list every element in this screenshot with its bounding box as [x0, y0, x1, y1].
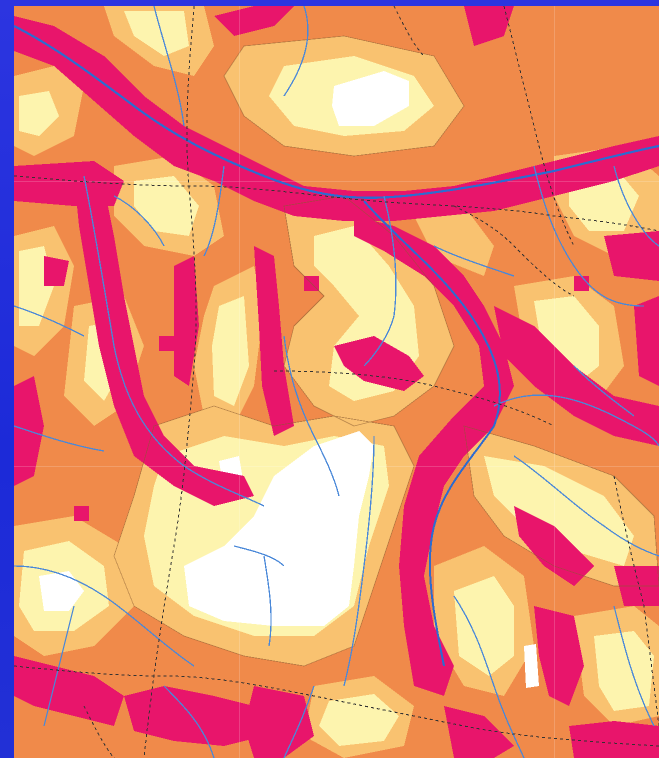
zone-5-areas [39, 71, 539, 688]
boundary-lines [14, 6, 659, 758]
zone-map[interactable] [14, 6, 659, 758]
grid-lines [14, 6, 659, 758]
zone-outlines [113, 35, 659, 667]
zone-1-valleys [14, 6, 659, 758]
stream-network [14, 6, 659, 758]
map-panel[interactable] [14, 6, 659, 758]
